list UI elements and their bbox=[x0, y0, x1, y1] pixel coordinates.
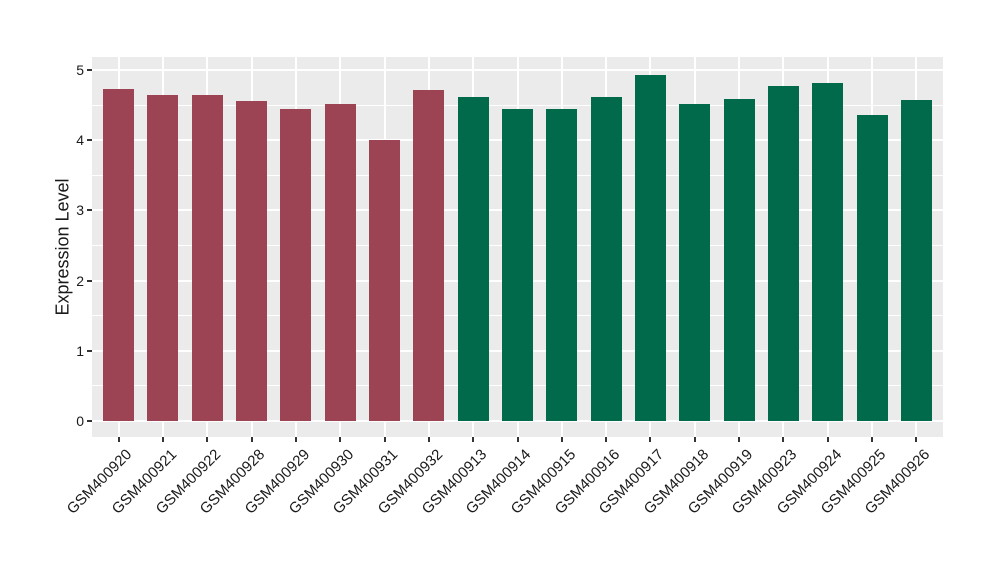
bar-GSM400917 bbox=[634, 74, 666, 421]
x-tick-mark bbox=[206, 437, 209, 442]
x-tick-mark bbox=[738, 437, 741, 442]
y-axis-title: Expression Level bbox=[52, 178, 73, 316]
bar-GSM400918 bbox=[679, 103, 711, 421]
y-tick-mark bbox=[87, 139, 92, 142]
x-tick-mark bbox=[339, 437, 342, 442]
x-tick-mark bbox=[915, 437, 918, 442]
bar-GSM400928 bbox=[236, 100, 268, 421]
x-tick-mark bbox=[516, 437, 519, 442]
y-gridline-major bbox=[92, 420, 943, 422]
y-tick-label: 3 bbox=[76, 202, 84, 219]
y-tick-label: 1 bbox=[76, 342, 84, 359]
bar-GSM400915 bbox=[546, 108, 578, 421]
x-tick-mark bbox=[294, 437, 297, 442]
x-tick-mark bbox=[117, 437, 120, 442]
y-tick-mark bbox=[87, 69, 92, 71]
x-tick-mark bbox=[605, 437, 608, 442]
bar-GSM400929 bbox=[280, 109, 312, 421]
x-tick-mark bbox=[560, 437, 563, 442]
y-tick-label: 5 bbox=[76, 62, 84, 78]
x-tick-mark bbox=[161, 437, 164, 442]
bar-GSM400925 bbox=[856, 114, 888, 421]
bar-GSM400924 bbox=[812, 82, 844, 421]
y-tick-mark bbox=[87, 349, 92, 352]
x-tick-mark bbox=[871, 437, 874, 442]
y-tick-mark bbox=[87, 420, 92, 422]
bar-GSM400930 bbox=[324, 103, 356, 421]
bar-GSM400922 bbox=[191, 94, 223, 421]
y-tick-mark bbox=[87, 209, 92, 212]
y-gridline-major bbox=[92, 69, 943, 71]
bar-GSM400913 bbox=[457, 97, 489, 421]
bar-GSM400919 bbox=[723, 99, 755, 421]
bar-GSM400932 bbox=[413, 90, 445, 421]
y-tick-label: 0 bbox=[76, 413, 84, 429]
bar-GSM400920 bbox=[103, 88, 135, 421]
plot-panel bbox=[92, 57, 943, 437]
x-tick-mark bbox=[472, 437, 475, 442]
bar-GSM400931 bbox=[369, 140, 401, 421]
bar-GSM400914 bbox=[502, 109, 533, 421]
bar-GSM400921 bbox=[147, 95, 179, 421]
bar-GSM400923 bbox=[767, 86, 799, 421]
bar-GSM400916 bbox=[590, 97, 622, 421]
x-tick-mark bbox=[427, 437, 430, 442]
x-tick-mark bbox=[649, 437, 652, 442]
x-tick-mark bbox=[250, 437, 253, 442]
y-gridline-minor bbox=[92, 104, 943, 106]
x-tick-mark bbox=[383, 437, 386, 442]
x-tick-mark bbox=[826, 437, 829, 442]
y-tick-mark bbox=[87, 279, 92, 282]
y-tick-label: 4 bbox=[76, 132, 84, 149]
bar-GSM400926 bbox=[900, 100, 932, 421]
x-tick-mark bbox=[693, 437, 696, 442]
y-tick-label: 2 bbox=[76, 272, 84, 289]
x-tick-mark bbox=[782, 437, 785, 442]
